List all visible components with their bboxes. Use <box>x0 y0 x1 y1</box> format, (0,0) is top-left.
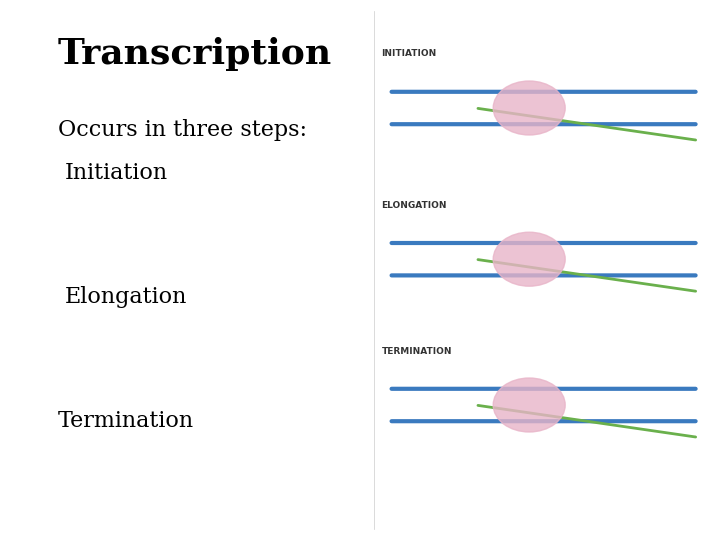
Text: INITIATION: INITIATION <box>382 50 437 58</box>
Text: TERMINATION: TERMINATION <box>382 347 452 355</box>
Ellipse shape <box>493 378 565 432</box>
Ellipse shape <box>493 232 565 286</box>
Text: Occurs in three steps:: Occurs in three steps: <box>58 119 307 140</box>
Text: ELONGATION: ELONGATION <box>382 201 447 210</box>
Text: Transcription: Transcription <box>58 37 331 71</box>
Text: Termination: Termination <box>58 410 194 432</box>
Ellipse shape <box>493 81 565 135</box>
Text: Elongation: Elongation <box>65 286 187 308</box>
Text: Initiation: Initiation <box>65 162 168 184</box>
